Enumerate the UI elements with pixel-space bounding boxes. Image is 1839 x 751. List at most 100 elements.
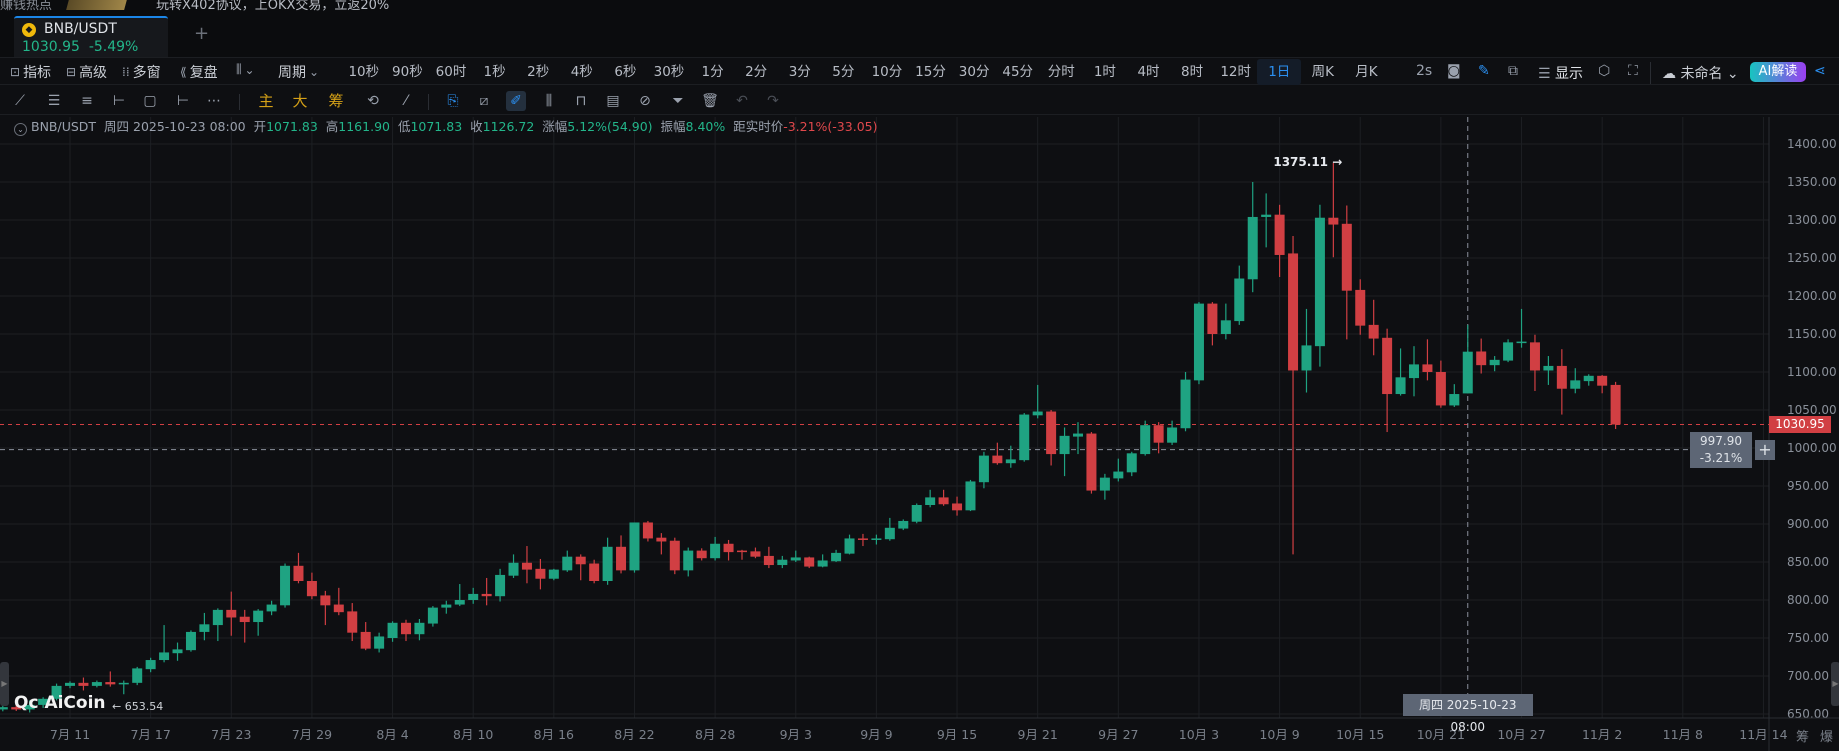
right-panel-handle[interactable]: ▶ bbox=[1831, 662, 1839, 706]
timeframe-3[interactable]: 1秒 bbox=[483, 64, 506, 80]
rectangle-icon[interactable]: ▢ bbox=[143, 93, 157, 109]
unlock-icon[interactable]: ⊓ bbox=[575, 93, 587, 109]
refresh-interval[interactable]: 2s bbox=[1416, 63, 1433, 79]
candle-up bbox=[1409, 364, 1419, 379]
x-tick-label: 9月 21 bbox=[1018, 727, 1058, 742]
candle-up bbox=[925, 497, 936, 505]
y-tick-label: 850.00 bbox=[1787, 555, 1829, 569]
timeframe-20[interactable]: 12时 bbox=[1220, 64, 1252, 80]
timeframe-0[interactable]: 10秒 bbox=[348, 64, 380, 80]
segment-icon[interactable]: ⊢ bbox=[176, 93, 190, 109]
replay-button[interactable]: ⟪ 复盘 bbox=[180, 65, 218, 81]
display-button[interactable]: ☰ 显示 bbox=[1538, 66, 1584, 82]
candle-up bbox=[710, 543, 721, 559]
ai-analysis-button[interactable]: AI解读 bbox=[1750, 62, 1806, 82]
edit-list-icon[interactable]: ▤ bbox=[606, 93, 620, 109]
liquidation-toggle[interactable]: 爆 bbox=[1820, 730, 1834, 745]
timeframe-14[interactable]: 30分 bbox=[958, 64, 990, 80]
more-icon[interactable]: ⋯ bbox=[207, 93, 221, 109]
timeframe-2[interactable]: 60时 bbox=[435, 64, 467, 80]
share-icon[interactable]: ⋖ bbox=[1814, 63, 1826, 79]
main-indicator-button[interactable]: 主 bbox=[258, 92, 274, 110]
timeframe-22[interactable]: 周K bbox=[1311, 64, 1335, 80]
tab-bnb-usdt[interactable]: ◆ BNB/USDT 1030.95 -5.49% bbox=[14, 16, 168, 57]
promo-message[interactable]: 玩转X402协议，上OKX交易，立返20% bbox=[156, 0, 390, 13]
timeframe-15[interactable]: 45分 bbox=[1002, 64, 1034, 80]
candle-compare-icon[interactable]: ⫼ bbox=[545, 93, 553, 109]
parallel-lines-icon[interactable]: ☰ bbox=[47, 93, 61, 109]
candle-up bbox=[51, 685, 62, 699]
multiwindow-button[interactable]: ⁞⁞ 多窗 bbox=[122, 65, 161, 81]
chart-type-dropdown[interactable]: ⫼ ⌄ bbox=[236, 62, 255, 77]
timeframe-7[interactable]: 30秒 bbox=[653, 64, 685, 80]
x-tick-label: 8月 28 bbox=[695, 727, 735, 742]
candle-up bbox=[253, 610, 264, 623]
timeframe-4[interactable]: 2秒 bbox=[527, 64, 550, 80]
sync-draw-icon[interactable]: ⟲ bbox=[367, 93, 379, 109]
add-window-icon[interactable]: ⧉ bbox=[1508, 63, 1518, 79]
timeframe-16[interactable]: 分时 bbox=[1047, 64, 1075, 80]
camera-icon[interactable]: ◙ bbox=[1447, 63, 1461, 79]
candle-up bbox=[1126, 453, 1137, 473]
timeframe-12[interactable]: 10分 bbox=[871, 64, 903, 80]
timeframe-13[interactable]: 15分 bbox=[915, 64, 946, 80]
candles-icon: ⫼ bbox=[236, 62, 242, 76]
candle-up bbox=[978, 455, 989, 483]
collapse-icon[interactable]: ⌄ bbox=[14, 123, 27, 136]
big-order-button[interactable]: 大 bbox=[292, 92, 308, 110]
bookmark-icon[interactable]: ⎘ bbox=[447, 93, 459, 109]
timeframe-11[interactable]: 5分 bbox=[832, 64, 855, 80]
trash-icon[interactable]: 🗑 bbox=[701, 93, 719, 109]
horizontal-lines-icon[interactable]: ≡ bbox=[81, 93, 93, 109]
magnet-icon[interactable]: ⊘ bbox=[639, 93, 651, 109]
timeframe-10[interactable]: 3分 bbox=[788, 64, 811, 80]
indicators-button[interactable]: ⊡ 指标 bbox=[10, 65, 52, 81]
filter-icon[interactable]: ⏷ bbox=[672, 93, 684, 109]
divider bbox=[239, 94, 240, 110]
timeframe-5[interactable]: 4秒 bbox=[570, 64, 593, 80]
left-panel-handle[interactable]: ▶ bbox=[0, 662, 9, 706]
horizontal-ray-icon[interactable]: ⊢ bbox=[112, 93, 126, 109]
chips-toggle[interactable]: 筹 bbox=[1796, 730, 1810, 745]
timeframe-1[interactable]: 90秒 bbox=[392, 64, 423, 80]
promo-banner[interactable]: 赚钱热点 玩转X402协议，上OKX交易，立返20% bbox=[0, 0, 1839, 15]
chevron-down-icon: ⌄ bbox=[309, 65, 320, 79]
magnet-draw-icon[interactable]: ✐ bbox=[506, 91, 526, 111]
ruler-icon[interactable]: ⧄ bbox=[479, 93, 489, 109]
candle-up bbox=[414, 622, 425, 635]
settings-hex-icon[interactable]: ⬡ bbox=[1598, 63, 1611, 79]
candle-up bbox=[65, 682, 75, 686]
x-tick-label: 7月 23 bbox=[211, 727, 251, 742]
candle-up bbox=[1395, 377, 1406, 395]
candle-down bbox=[1328, 217, 1339, 225]
timeframe-17[interactable]: 1时 bbox=[1093, 64, 1116, 80]
trend-line-icon[interactable]: ⟋ bbox=[15, 93, 25, 109]
candle-up bbox=[159, 652, 170, 661]
erase-draw-icon[interactable]: ⁄ bbox=[404, 93, 408, 109]
timeframe-9[interactable]: 2分 bbox=[745, 64, 768, 80]
timeframe-19[interactable]: 8时 bbox=[1181, 64, 1204, 80]
undo-icon[interactable]: ↶ bbox=[736, 93, 748, 109]
redo-icon[interactable]: ↷ bbox=[767, 93, 779, 109]
advanced-button[interactable]: ⊟ 高级 bbox=[66, 65, 108, 81]
timeframe-8[interactable]: 1分 bbox=[701, 64, 724, 80]
add-alert-plus-button[interactable]: + bbox=[1755, 439, 1775, 460]
candle-up bbox=[0, 707, 8, 710]
timeframe-23[interactable]: 月K bbox=[1355, 64, 1378, 80]
period-dropdown[interactable]: 周期 ⌄ bbox=[278, 65, 320, 81]
x-tick-label: 7月 29 bbox=[292, 727, 332, 742]
timeframe-6[interactable]: 6秒 bbox=[614, 64, 637, 80]
y-tick-label: 1350.00 bbox=[1787, 175, 1837, 189]
layout-dropdown[interactable]: ☁ 未命名 ⌄ bbox=[1662, 66, 1739, 82]
chips-button[interactable]: 筹 bbox=[328, 92, 344, 110]
timeframe-21[interactable]: 1日 bbox=[1257, 59, 1302, 85]
timeframe-list: 10秒 90秒 60时 1秒 2秒 4秒 6秒 30秒 1分 2分 3分 5分 10分 15分 30分 45分… bbox=[342, 59, 1388, 85]
timeframe-18[interactable]: 4时 bbox=[1137, 64, 1160, 80]
grid-icon: ⁞⁞ bbox=[122, 65, 130, 79]
x-tick-label: 10月 15 bbox=[1336, 727, 1384, 742]
add-tab-button[interactable]: + bbox=[194, 23, 210, 44]
fullscreen-icon[interactable]: ⛶ bbox=[1628, 63, 1638, 79]
candle-up bbox=[495, 574, 506, 597]
pencil-icon[interactable]: ✎ bbox=[1478, 63, 1490, 79]
